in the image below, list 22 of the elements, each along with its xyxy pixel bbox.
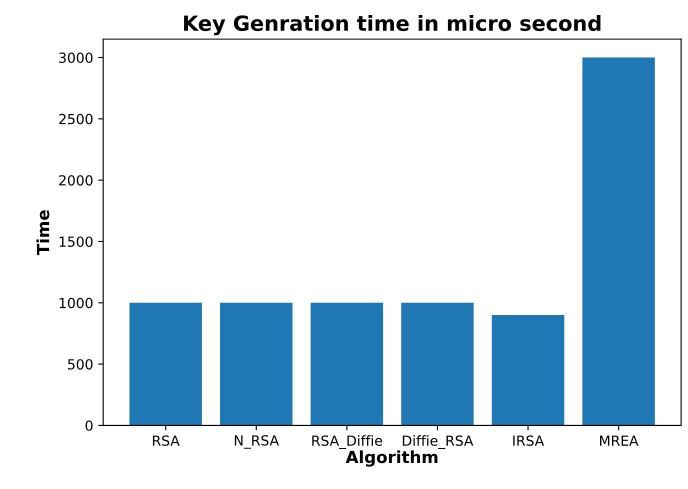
bar [582,58,655,426]
chart-title: Key Genration time in micro second [184,14,600,36]
y-tick-label: 2000 [59,175,93,186]
x-tick-label: N_RSA [234,435,279,449]
y-tick-label: 2500 [59,114,93,124]
y-tick-label: 3000 [59,52,93,63]
x-tick-label: IRSA [513,435,544,446]
bar [310,302,384,426]
x-tick-label: RSA [152,435,180,446]
y-tick-label: 1000 [60,298,93,308]
y-axis-title: Time [36,210,50,256]
bar [220,302,293,426]
bar [401,302,474,426]
x-tick-label: RSA_Diffie [312,435,382,449]
y-tick-label: 500 [68,359,93,370]
y-tick-label: 0 [86,420,93,431]
x-tick-label: Diffie_RSA [402,435,474,449]
bar [492,315,564,426]
x-tick-label: MREA [600,436,638,446]
y-tick-label: 1500 [60,236,93,247]
bar [129,302,202,426]
x-axis-title: Algorithm [346,450,438,467]
